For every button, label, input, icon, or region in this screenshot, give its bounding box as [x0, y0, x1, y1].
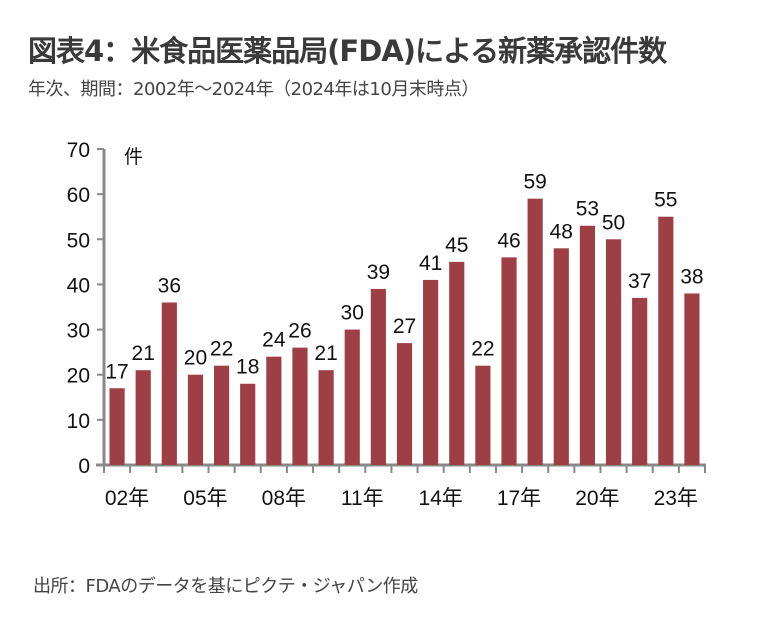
bar-2023	[658, 216, 674, 465]
bar-2014	[423, 279, 439, 465]
bar-2017	[501, 257, 517, 465]
data-label-2014: 41	[419, 252, 442, 275]
data-label-2020: 53	[576, 198, 599, 221]
y-unit-label: 件	[124, 146, 143, 168]
y-tick-label: 60	[67, 184, 90, 207]
bar-2008	[266, 356, 282, 465]
data-label-2007: 18	[236, 356, 259, 379]
bar-2002	[109, 388, 125, 465]
x-tick-label: 20年	[575, 487, 619, 510]
bar-2015	[449, 261, 465, 465]
bar-2024	[684, 293, 700, 465]
data-label-2019: 48	[550, 220, 573, 243]
data-label-2006: 22	[210, 338, 233, 361]
data-label-2018: 59	[523, 171, 546, 194]
data-label-2005: 20	[184, 347, 207, 370]
bar-2022	[632, 297, 648, 465]
bar-2004	[161, 302, 177, 465]
bar-2018	[527, 198, 543, 465]
bar-2020	[579, 225, 595, 465]
x-tick-label: 05年	[183, 487, 227, 510]
bar-2011	[344, 329, 360, 465]
bar-2016	[475, 365, 491, 465]
data-label-2002: 17	[105, 360, 128, 383]
source-note: 出所：FDAのデータを基にピクテ・ジャパン作成	[33, 576, 418, 597]
bar-2009	[292, 347, 308, 465]
bar-2003	[135, 370, 151, 465]
x-tick-label: 02年	[105, 487, 149, 510]
bars	[109, 198, 700, 465]
x-axis: 02年 05年 08年 11年 14年 17年 20年 23年	[96, 463, 706, 510]
data-label-2004: 36	[158, 274, 181, 297]
data-label-2003: 21	[132, 342, 155, 365]
y-tick-label: 0	[78, 455, 90, 478]
data-label-2008: 24	[262, 329, 286, 352]
data-label-2022: 37	[628, 270, 651, 293]
data-label-2017: 46	[497, 229, 520, 252]
bar-2005	[187, 374, 204, 465]
bar-2013	[396, 343, 413, 465]
data-label-2016: 22	[471, 338, 494, 361]
bar-2007	[240, 383, 256, 465]
bar-2006	[214, 365, 230, 465]
y-tick-label: 50	[67, 229, 90, 252]
data-label-2013: 27	[393, 315, 416, 338]
y-tick-label: 70	[67, 139, 90, 162]
x-tick-label: 08年	[262, 487, 306, 510]
bar-2012	[370, 288, 386, 465]
bar-2021	[605, 239, 622, 465]
bar-2019	[553, 248, 569, 465]
data-label-2012: 39	[367, 261, 390, 284]
x-tick-label: 23年	[654, 487, 698, 510]
data-label-2015: 45	[445, 234, 468, 257]
x-tick-label: 11年	[341, 487, 384, 510]
bar-2010	[318, 370, 334, 465]
chart-title: 図表4：米食品医薬品局(FDA)による新薬承認件数	[28, 34, 667, 68]
x-tick-label: 17年	[497, 487, 541, 510]
y-tick-label: 40	[67, 274, 90, 297]
data-label-2011: 30	[341, 302, 364, 325]
data-label-2021: 50	[602, 211, 625, 234]
y-tick-label: 20	[67, 365, 90, 388]
y-axis: 0 10 20 30 40 50 60 70	[67, 139, 106, 478]
data-label-2024: 38	[680, 265, 703, 288]
chart-subtitle: 年次、期間：2002年～2024年（2024年は10月末時点）	[28, 79, 479, 100]
x-tick-label: 14年	[418, 487, 462, 510]
data-label-2009: 26	[288, 320, 311, 343]
data-label-2010: 21	[314, 342, 337, 365]
y-tick-label: 10	[67, 410, 90, 433]
y-tick-label: 30	[67, 320, 90, 343]
data-label-2023: 55	[654, 189, 677, 212]
